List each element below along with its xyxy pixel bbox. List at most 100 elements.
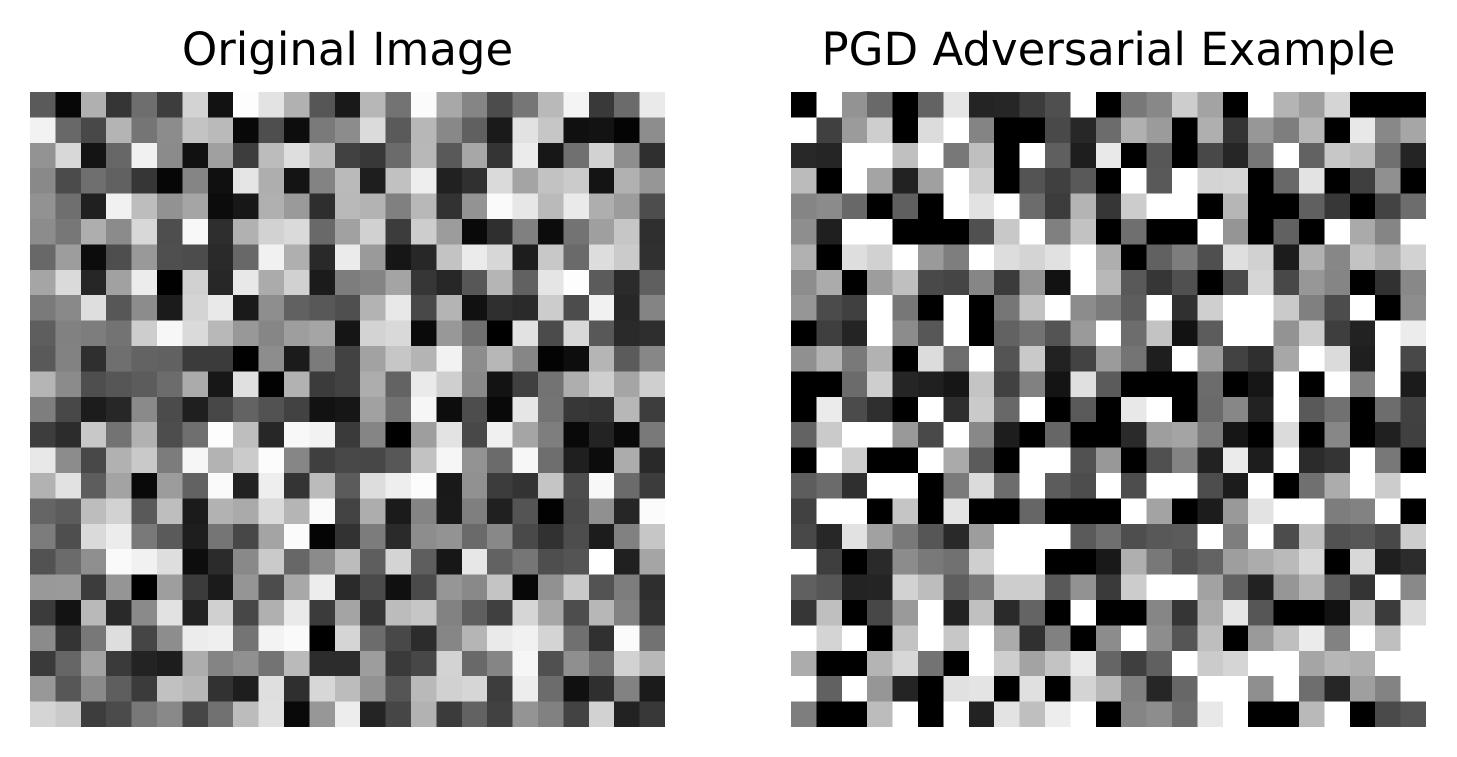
heatmap-cell xyxy=(841,498,868,525)
heatmap-cell xyxy=(994,523,1021,550)
heatmap-cell xyxy=(563,269,590,296)
heatmap-cell xyxy=(943,244,970,271)
heatmap-cell xyxy=(80,650,107,677)
heatmap-cell xyxy=(867,142,894,169)
heatmap-cell xyxy=(1248,168,1275,195)
heatmap-cell xyxy=(233,650,260,677)
heatmap-cell xyxy=(411,447,437,474)
heatmap-cell xyxy=(360,676,387,703)
heatmap-cell xyxy=(157,473,183,499)
heatmap-cell xyxy=(334,371,361,398)
heatmap-cell xyxy=(30,168,56,195)
heatmap-cell xyxy=(411,600,437,626)
heatmap-cell xyxy=(943,142,970,169)
heatmap-cell xyxy=(1121,676,1148,703)
heatmap-cell xyxy=(106,117,133,144)
heatmap-cell xyxy=(131,574,158,601)
heatmap-cell xyxy=(918,244,944,271)
heatmap-cell xyxy=(30,320,56,347)
heatmap-cell xyxy=(1197,320,1224,347)
heatmap-cell xyxy=(411,346,437,372)
heatmap-cell xyxy=(1299,701,1325,727)
heatmap-cell xyxy=(131,117,158,144)
heatmap-cell xyxy=(131,625,158,652)
heatmap-cell xyxy=(461,168,488,195)
heatmap-cell xyxy=(207,168,234,195)
heatmap-cell xyxy=(360,219,387,245)
heatmap-cell xyxy=(436,650,463,677)
heatmap-cell xyxy=(385,396,412,423)
heatmap-cell xyxy=(1172,142,1198,169)
heatmap-cell xyxy=(1248,244,1275,271)
heatmap-cell xyxy=(258,320,285,347)
heatmap-cell xyxy=(1070,523,1097,550)
heatmap-cell xyxy=(512,396,539,423)
heatmap-cell xyxy=(360,371,387,398)
heatmap-cell xyxy=(30,523,56,550)
heatmap-cell xyxy=(867,396,894,423)
heatmap-cell xyxy=(1349,422,1376,449)
heatmap-cell xyxy=(816,523,843,550)
heatmap-cell xyxy=(1248,117,1275,144)
heatmap-cell xyxy=(1121,473,1148,499)
heatmap-cell xyxy=(334,549,361,576)
heatmap-cell xyxy=(1019,549,1046,576)
heatmap-cell xyxy=(80,295,107,322)
heatmap-cell xyxy=(614,295,641,322)
heatmap-cell xyxy=(1273,193,1300,220)
heatmap-cell xyxy=(1172,701,1198,727)
heatmap-cell xyxy=(1095,269,1122,296)
heatmap-cell xyxy=(182,549,209,576)
heatmap-cell xyxy=(1121,498,1148,525)
heatmap-cell xyxy=(334,676,361,703)
heatmap-cell xyxy=(461,422,488,449)
heatmap-cell xyxy=(1299,473,1325,499)
heatmap-cell xyxy=(1146,574,1173,601)
heatmap-cell xyxy=(994,269,1021,296)
heatmap-cell xyxy=(55,650,82,677)
heatmap-cell xyxy=(284,498,310,525)
heatmap-cell xyxy=(436,549,463,576)
heatmap-cell xyxy=(1146,600,1173,626)
heatmap-cell xyxy=(334,117,361,144)
heatmap-cell xyxy=(1324,244,1351,271)
heatmap-cell xyxy=(563,447,590,474)
heatmap-cell xyxy=(1248,422,1275,449)
heatmap-cell xyxy=(968,447,995,474)
heatmap-cell xyxy=(512,498,539,525)
heatmap-cell xyxy=(1375,549,1402,576)
heatmap-cell xyxy=(1248,701,1275,727)
heatmap-cell xyxy=(436,346,463,372)
heatmap-cell xyxy=(1121,549,1148,576)
heatmap-cell xyxy=(512,193,539,220)
heatmap-cell xyxy=(968,269,995,296)
heatmap-cell xyxy=(563,371,590,398)
heatmap-cell xyxy=(385,447,412,474)
heatmap-cell xyxy=(55,193,82,220)
heatmap-cell xyxy=(867,600,894,626)
heatmap-cell xyxy=(1070,625,1097,652)
heatmap-cell xyxy=(131,422,158,449)
heatmap-cell xyxy=(55,320,82,347)
heatmap-cell xyxy=(233,168,260,195)
heatmap-cell xyxy=(284,92,310,118)
heatmap-cell xyxy=(461,117,488,144)
heatmap-cell xyxy=(309,447,336,474)
heatmap-cell xyxy=(1222,422,1249,449)
heatmap-cell xyxy=(588,168,615,195)
heatmap-cell xyxy=(334,320,361,347)
heatmap-cell xyxy=(1299,346,1325,372)
heatmap-cell xyxy=(1248,574,1275,601)
heatmap-cell xyxy=(816,371,843,398)
heatmap-cell xyxy=(1400,168,1426,195)
heatmap-cell xyxy=(1197,168,1224,195)
heatmap-cell xyxy=(1248,549,1275,576)
heatmap-cell xyxy=(1375,295,1402,322)
heatmap-cell xyxy=(207,498,234,525)
heatmap-cell xyxy=(791,168,817,195)
heatmap-cell xyxy=(867,676,894,703)
heatmap-cell xyxy=(334,523,361,550)
heatmap-cell xyxy=(1095,701,1122,727)
heatmap-cell xyxy=(233,549,260,576)
heatmap-cell xyxy=(614,168,641,195)
